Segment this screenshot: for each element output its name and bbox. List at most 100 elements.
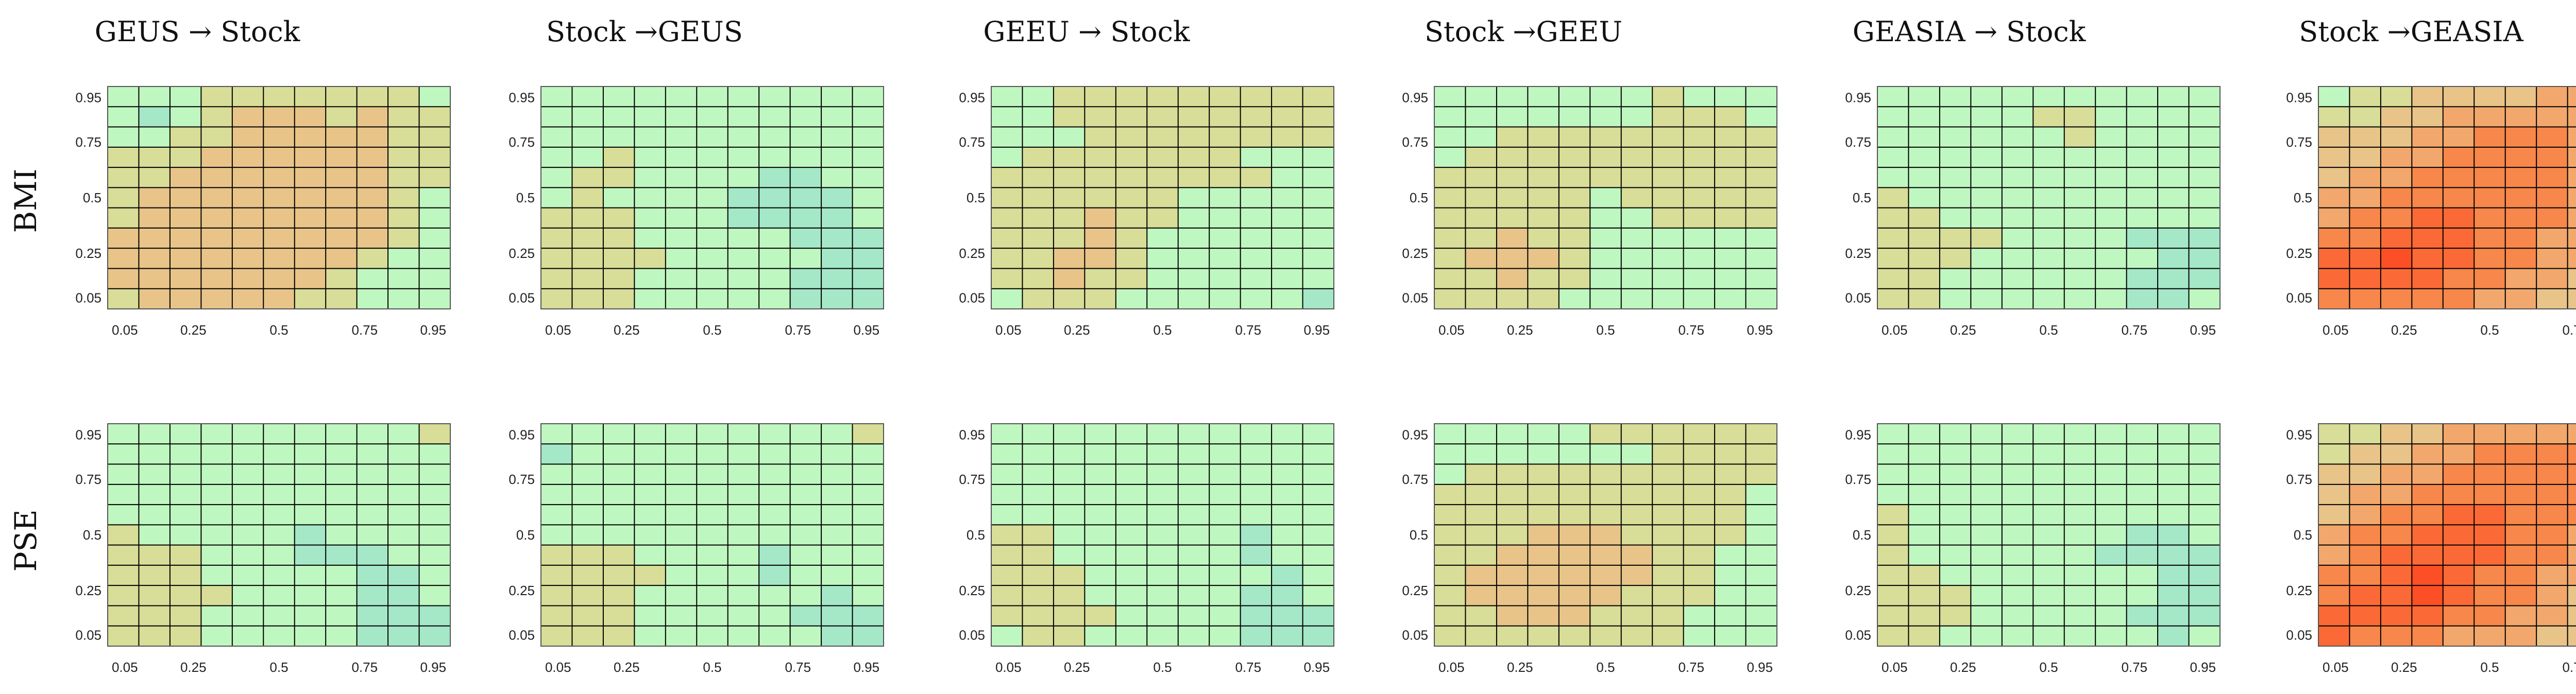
heatmap-cell bbox=[572, 505, 603, 525]
heatmap-cell bbox=[170, 545, 201, 565]
heatmap-cell bbox=[1652, 484, 1684, 505]
heatmap-cell bbox=[2505, 147, 2537, 168]
heatmap-cell bbox=[2505, 107, 2537, 127]
heatmap-cell bbox=[170, 565, 201, 586]
heatmap-cell bbox=[357, 268, 388, 289]
heatmap-cell bbox=[2318, 207, 2350, 228]
heatmap-cell bbox=[1528, 228, 1559, 249]
heatmap-cell bbox=[1590, 464, 1621, 484]
heatmap-cell bbox=[634, 565, 666, 586]
heatmap-cell bbox=[263, 424, 295, 444]
heatmap-cell bbox=[634, 228, 666, 249]
heatmap-cell bbox=[2380, 207, 2412, 228]
heatmap-cell bbox=[2443, 147, 2475, 168]
heatmap-cell bbox=[108, 605, 139, 626]
heatmap-cell bbox=[232, 127, 264, 147]
x-tick-label: 0.25 bbox=[614, 660, 640, 675]
heatmap-cell bbox=[665, 444, 697, 464]
heatmap-cell bbox=[170, 605, 201, 626]
heatmap-cell bbox=[1558, 505, 1590, 525]
heatmap-cell bbox=[1908, 207, 1940, 228]
heatmap-cell bbox=[419, 187, 450, 208]
heatmap-cell bbox=[541, 288, 572, 309]
heatmap-cell bbox=[665, 464, 697, 484]
heatmap-cell bbox=[697, 127, 728, 147]
heatmap-cell bbox=[2443, 565, 2475, 586]
heatmap-cell bbox=[294, 545, 326, 565]
heatmap-cell bbox=[2126, 605, 2158, 626]
y-tick-label: 0.95 bbox=[959, 90, 985, 106]
heatmap-cell bbox=[232, 187, 264, 208]
heatmap-cell bbox=[2033, 444, 2064, 464]
heatmap-cell bbox=[1877, 565, 1909, 586]
heatmap-cell bbox=[1745, 147, 1777, 168]
heatmap-cell bbox=[1465, 248, 1497, 269]
heatmap-cell bbox=[232, 107, 264, 127]
heatmap-cell bbox=[2567, 545, 2576, 565]
heatmap-cell bbox=[2536, 444, 2568, 464]
heatmap-cell bbox=[790, 525, 822, 545]
heatmap-cell bbox=[201, 585, 232, 606]
heatmap-cell bbox=[1053, 484, 1085, 505]
heatmap-cell bbox=[1209, 288, 1241, 309]
heatmap-cell bbox=[1302, 248, 1334, 269]
heatmap-cell bbox=[1528, 288, 1559, 309]
heatmap-cell bbox=[2412, 248, 2443, 269]
heatmap-cell bbox=[727, 585, 759, 606]
heatmap-cell bbox=[388, 207, 419, 228]
heatmap-cell bbox=[1877, 248, 1909, 269]
heatmap-cell bbox=[1178, 268, 1210, 289]
heatmap-cell bbox=[2443, 605, 2475, 626]
heatmap-cell bbox=[821, 147, 853, 168]
heatmap-cell bbox=[1745, 127, 1777, 147]
heatmap-cell bbox=[2126, 107, 2158, 127]
x-tick-label: 0.05 bbox=[1438, 322, 1465, 338]
heatmap-cell bbox=[1939, 505, 1971, 525]
heatmap-cell bbox=[1496, 248, 1528, 269]
heatmap-cell bbox=[1496, 187, 1528, 208]
heatmap-cell bbox=[1621, 605, 1653, 626]
heatmap-cell bbox=[1528, 464, 1559, 484]
heatmap-cell bbox=[603, 288, 635, 309]
heatmap-cell bbox=[1209, 545, 1241, 565]
heatmap-cell bbox=[634, 107, 666, 127]
heatmap-cell bbox=[2505, 86, 2537, 107]
heatmap-cell bbox=[2158, 505, 2189, 525]
heatmap-cell bbox=[2536, 464, 2568, 484]
x-tick-label: 0.75 bbox=[351, 322, 378, 338]
heatmap-cell bbox=[263, 268, 295, 289]
heatmap-cell bbox=[1496, 545, 1528, 565]
heatmap-cell bbox=[2189, 288, 2220, 309]
heatmap-cell bbox=[2002, 525, 2033, 545]
heatmap-cell bbox=[1272, 424, 1303, 444]
heatmap-cell bbox=[852, 147, 884, 168]
heatmap-cell bbox=[2318, 268, 2350, 289]
heatmap-cell bbox=[326, 248, 357, 269]
heatmap-cell bbox=[2033, 525, 2064, 545]
heatmap-cell bbox=[1115, 288, 1147, 309]
heatmap-cell bbox=[419, 248, 450, 269]
heatmap-cell bbox=[419, 464, 450, 484]
heatmap-cell bbox=[991, 424, 1023, 444]
heatmap-cell bbox=[2095, 167, 2127, 188]
heatmap-cell bbox=[727, 167, 759, 188]
heatmap-cell bbox=[991, 207, 1023, 228]
x-tick-label: 0.5 bbox=[1596, 322, 1615, 338]
heatmap-cell bbox=[1240, 187, 1272, 208]
heatmap-cell bbox=[727, 288, 759, 309]
heatmap-cell bbox=[2443, 545, 2475, 565]
heatmap-cell bbox=[1053, 167, 1085, 188]
heatmap-cell bbox=[603, 605, 635, 626]
heatmap-cell bbox=[419, 107, 450, 127]
heatmap-cell bbox=[541, 86, 572, 107]
heatmap-cell bbox=[201, 505, 232, 525]
heatmap-cell bbox=[1971, 207, 2002, 228]
heatmap-cell bbox=[2536, 187, 2568, 208]
heatmap-cell bbox=[1652, 626, 1684, 646]
heatmap-cell bbox=[2158, 288, 2189, 309]
heatmap-cell bbox=[1590, 127, 1621, 147]
heatmap-cell bbox=[2474, 565, 2505, 586]
heatmap-cell bbox=[1496, 127, 1528, 147]
heatmap-cell bbox=[1877, 505, 1909, 525]
